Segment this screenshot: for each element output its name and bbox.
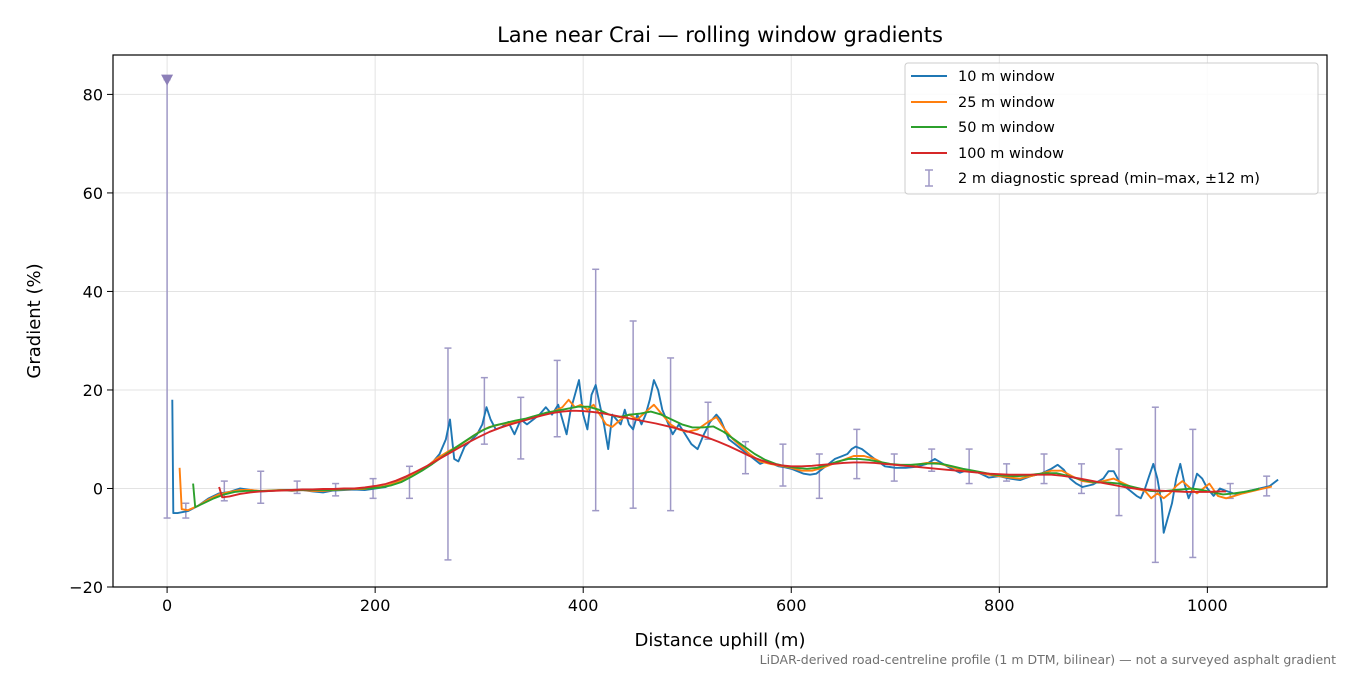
- plot-frame: [112, 54, 1328, 588]
- legend-label-spread: 2 m diagnostic spread (min–max, ±12 m): [958, 171, 1260, 187]
- spread-bar: [667, 357, 675, 512]
- y-tick-label: 40: [83, 282, 103, 301]
- legend-label-10m: 10 m window: [958, 69, 1055, 85]
- y-tick-label: 60: [83, 184, 103, 203]
- spread-bar: [853, 428, 861, 480]
- legend-swatch-spread: [925, 169, 933, 187]
- spread-bar: [1151, 406, 1159, 564]
- spread-bar: [163, 78, 171, 519]
- x-tick-label: 200: [360, 596, 391, 615]
- spread-bar: [480, 376, 488, 445]
- x-tick-label: 0: [162, 596, 172, 615]
- peak-markers: [161, 74, 174, 86]
- series-line-4: [218, 409, 1227, 499]
- legend-label-50m: 50 m window: [958, 120, 1055, 136]
- x-tick-label: 600: [776, 596, 807, 615]
- y-tick-label: −20: [69, 578, 103, 597]
- spread-bar: [1189, 428, 1197, 559]
- spread-bar: [257, 470, 265, 505]
- chart-title: Lane near Crai — rolling window gradient…: [497, 23, 943, 47]
- spread-bar: [405, 465, 413, 500]
- x-tick-label: 800: [984, 596, 1015, 615]
- spread-bar: [965, 448, 973, 485]
- series-lines: [171, 379, 1279, 534]
- series-line-1: [171, 379, 1279, 534]
- footnote: LiDAR-derived road-centreline profile (1…: [760, 652, 1336, 667]
- x-axis-ticks: 0 200 400 600 800 1000: [162, 587, 1228, 615]
- x-axis-label: Distance uphill (m): [635, 630, 806, 651]
- peak-marker: [161, 74, 174, 86]
- x-tick-label: 400: [568, 596, 599, 615]
- spread-bar: [1040, 453, 1048, 485]
- spread-bar: [517, 396, 525, 460]
- series-line-3: [192, 405, 1260, 509]
- spread-bar: [815, 453, 823, 500]
- y-tick-label: 80: [83, 85, 103, 104]
- series-line-2: [178, 398, 1273, 512]
- legend: 10 m window 25 m window 50 m window 100 …: [904, 62, 1319, 195]
- spread-bar: [592, 268, 600, 512]
- y-axis-label: Gradient (%): [24, 263, 45, 378]
- x-tick-label: 1000: [1187, 596, 1228, 615]
- legend-label-25m: 25 m window: [958, 95, 1055, 111]
- legend-label-100m: 100 m window: [958, 146, 1064, 162]
- legend-box: [904, 62, 1319, 195]
- spread-bar: [553, 359, 561, 438]
- y-tick-label: 20: [83, 381, 103, 400]
- y-axis-ticks: −20 0 20 40 60 80: [69, 85, 113, 597]
- y-tick-label: 0: [93, 479, 103, 498]
